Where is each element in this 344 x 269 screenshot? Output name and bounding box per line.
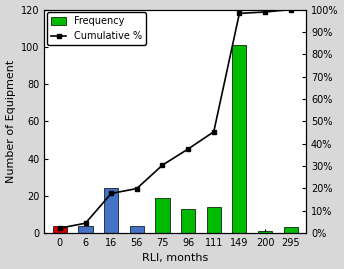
Bar	[155, 198, 170, 233]
Bar	[181, 209, 195, 233]
Bar	[284, 228, 298, 233]
Bar	[207, 207, 221, 233]
Bar	[232, 45, 246, 233]
Legend: Frequency, Cumulative %: Frequency, Cumulative %	[47, 12, 146, 45]
X-axis label: RLI, months: RLI, months	[142, 253, 208, 263]
Y-axis label: Number of Equipment: Number of Equipment	[6, 60, 15, 183]
Bar	[53, 226, 67, 233]
Bar	[104, 188, 118, 233]
Bar	[78, 226, 93, 233]
Bar	[130, 226, 144, 233]
Bar	[258, 231, 272, 233]
